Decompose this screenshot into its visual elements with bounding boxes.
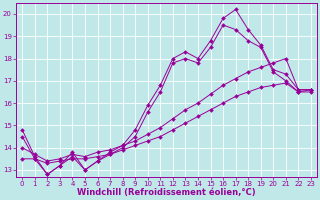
X-axis label: Windchill (Refroidissement éolien,°C): Windchill (Refroidissement éolien,°C) (77, 188, 256, 197)
